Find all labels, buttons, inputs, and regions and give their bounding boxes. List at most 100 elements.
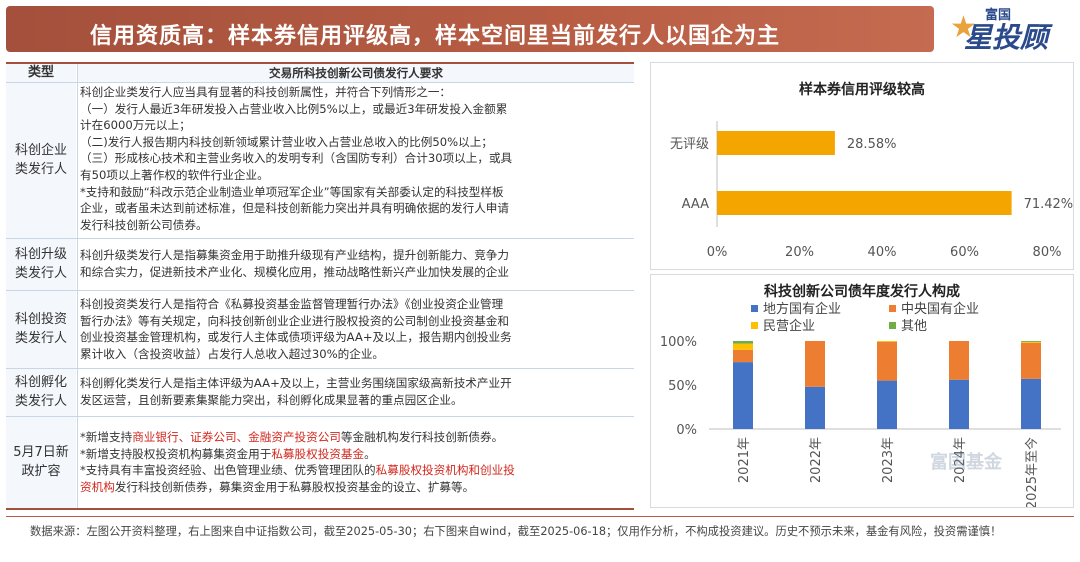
stack-segment — [1021, 378, 1041, 429]
x-tick-label: 2023年 — [881, 437, 896, 483]
requirement-line: 发区运营，且创新要素集聚能力突出，科创孵化成果显著的重点园区企业。 — [80, 392, 463, 407]
header-bar: 信用资质高：样本券信用评级高，样本空间里当前发行人以国企为主 — [6, 6, 934, 52]
row-requirement: 科创企业类发行人应当具有显著的科技创新属性，并符合下列情形之一： （一）发行人最… — [78, 83, 634, 238]
column-divider — [77, 64, 78, 82]
requirement-line: 科创孵化类发行人是指主体评级为AA+及以上，主营业务围绕国家级高新技术产业开 — [80, 376, 512, 390]
stack-segment — [733, 343, 753, 350]
table-row: 科创投资类发行人 科创投资类发行人是指符合《私募投资基金监督管理暂行办法》《创业… — [6, 291, 634, 369]
row-requirement: 科创升级类发行人是指募集资金用于助推升级现有产业结构，提升创新能力、竞争力 和综… — [78, 239, 634, 290]
y-tick-label: 0% — [676, 423, 697, 438]
row-requirement: 科创投资类发行人是指符合《私募投资基金监督管理暂行办法》《创业投资企业管理 暂行… — [78, 291, 634, 368]
legend-swatch — [751, 322, 758, 329]
policy-highlight: 资机构 — [80, 479, 115, 494]
stack-segment — [1021, 341, 1041, 343]
requirement-line: 科创升级类发行人是指募集资金用于助推升级现有产业结构，提升创新能力、竞争力 — [80, 248, 509, 262]
rating-bar-chart: 无评级 28.58% AAA 71.42% 0% 20% 40% 60% 80% — [670, 121, 1073, 260]
policy-highlight: 商业银行、证券公司、金融资产投资公司 — [132, 430, 341, 444]
requirement-line: 科创投资类发行人是指符合《私募投资基金监督管理暂行办法》《创业投资企业管理 — [80, 297, 504, 311]
requirement-line: 累计收入（含投资收益）占发行人总收入超过30%的企业。 — [80, 346, 385, 361]
brand-logo: ★ 富国 星投顾 — [950, 4, 1074, 54]
column-header-requirement: 交易所科技创新公司债发行人要求 — [78, 64, 634, 82]
composition-chart-title: 科技创新公司债年度发行人构成 — [764, 284, 960, 300]
y-tick-label: 100% — [660, 335, 697, 350]
x-tick-label: 60% — [950, 245, 979, 260]
requirement-line: 科创企业类发行人应当具有显著的科技创新属性，并符合下列情形之一： — [80, 85, 452, 99]
x-tick-label: 2021年 — [737, 437, 752, 483]
requirement-line: 发行科技创新公司债券。 — [80, 217, 208, 232]
stack-segment — [1021, 341, 1041, 342]
table-header-row: 类型 交易所科技创新公司债发行人要求 — [6, 64, 634, 83]
category-label: AAA — [682, 197, 710, 212]
stack-segment — [877, 341, 897, 342]
legend-label: 地方国有企业 — [763, 301, 841, 317]
y-tick-label: 50% — [668, 379, 697, 394]
policy-text: *新增支持 — [80, 430, 133, 444]
x-tick-label: 40% — [868, 245, 897, 260]
legend-swatch — [751, 305, 758, 312]
column-divider — [77, 83, 78, 238]
x-tick-label: 2025年至今 — [1024, 437, 1040, 507]
x-tick-label: 2024年 — [953, 437, 968, 483]
row-type: 科创孵化类发行人 — [6, 369, 76, 416]
footer-disclaimer: 数据来源：左图公开资料整理，右上图来自中证指数公司，截至2025-05-30；右… — [30, 525, 1002, 538]
column-header-type: 类型 — [6, 64, 76, 82]
policy-highlight: 私募股权投资基金 — [271, 446, 365, 461]
legend-swatch — [889, 322, 896, 329]
logo-big-text: 星投顾 — [964, 21, 1049, 54]
requirement-line: 创业投资基金管理机构，或发行人主体或债项评级为AA+及以上，报告期内创投业务 — [80, 330, 512, 345]
bar-unrated — [717, 131, 835, 155]
logo-small-text: 富国 — [985, 8, 1012, 23]
rating-chart-panel: 样本券信用评级较高 无评级 28.58% AAA 71.42% 0% 20% 40% 60% 8… — [650, 62, 1074, 270]
page-title: 信用资质高：样本券信用评级高，样本空间里当前发行人以国企为主 — [90, 24, 781, 49]
requirement-line: （二)发行人报告期内科技创新领域累计营业收入占营业总收入的比例50%以上； — [80, 134, 493, 149]
policy-text: *支持具有丰富投资经验、出色管理业绩、优秀管理团队的 — [80, 463, 376, 478]
policy-text: 。 — [364, 446, 376, 461]
row-requirement: 科创孵化类发行人是指主体评级为AA+及以上，主营业务围绕国家级高新技术产业开 发… — [78, 369, 634, 416]
stack-segment — [733, 349, 753, 363]
footer-divider — [6, 516, 1074, 517]
row-type: 科创企业类发行人 — [6, 83, 76, 238]
stack-segment — [949, 379, 969, 429]
policy-line: 资机构发行科技创新债券，募集资金用于私募股权投资基金的设立、扩募等。 — [80, 479, 632, 496]
x-tick-label: 80% — [1033, 245, 1062, 260]
column-divider — [77, 369, 78, 416]
table-row: 科创孵化类发行人 科创孵化类发行人是指主体评级为AA+及以上，主营业务围绕国家级… — [6, 369, 634, 417]
table-row: 科创企业类发行人 科创企业类发行人应当具有显著的科技创新属性，并符合下列情形之一… — [6, 83, 634, 239]
x-tick-label: 20% — [785, 245, 814, 260]
column-divider — [77, 417, 78, 508]
policy-line: *新增支持股权投资机构募集资金用于私募股权投资基金。 — [80, 446, 632, 463]
policy-text: 发行科技创新债券，募集资金用于私募股权投资基金的设立、扩募等。 — [114, 479, 475, 494]
column-divider — [77, 239, 78, 290]
policy-line: *新增支持商业银行、证券公司、金融资产投资公司等金融机构发行科技创新债券。 — [80, 429, 632, 446]
table-row-policy: 5月7日新政扩容 *新增支持商业银行、证券公司、金融资产投资公司等金融机构发行科… — [6, 417, 634, 510]
policy-line: *支持具有丰富投资经验、出色管理业绩、优秀管理团队的私募股权投资机构和创业投 — [80, 462, 632, 479]
stack-segment — [877, 380, 897, 429]
x-tick-label: 2022年 — [809, 437, 824, 483]
stack-segment — [805, 341, 825, 387]
issuer-requirements-table: 类型 交易所科技创新公司债发行人要求 科创企业类发行人 科创企业类发行人应当具有… — [6, 62, 634, 510]
legend-label: 中央国有企业 — [901, 301, 979, 317]
row-requirement: *新增支持商业银行、证券公司、金融资产投资公司等金融机构发行科技创新债券。 *新… — [78, 417, 634, 508]
requirement-line: 暂行办法》等有关规定，向科技创新创业企业进行股权投资的公司制创业投资基金和 — [80, 313, 509, 328]
requirement-line: （三）形成核心技术和主营业务收入的发明专利（含国防专利）合计30项以上，或具 — [80, 151, 513, 166]
x-tick-label: 0% — [707, 245, 728, 260]
stack-segment — [877, 341, 897, 381]
legend-swatch — [889, 305, 896, 312]
policy-highlight: 私募股权投资机构和创业投 — [375, 463, 515, 478]
data-label: 28.58% — [847, 137, 897, 152]
column-divider — [77, 291, 78, 368]
bar-aaa — [717, 191, 1012, 215]
legend-label: 民营企业 — [763, 318, 815, 334]
stack-segment — [949, 341, 969, 380]
star-icon: ★ — [950, 10, 977, 45]
row-type: 科创升级类发行人 — [6, 239, 76, 290]
requirement-line: 有50项以上著作权的软件行业企业。 — [80, 167, 269, 182]
row-type: 科创投资类发行人 — [6, 291, 76, 368]
legend-label: 其他 — [901, 319, 927, 334]
requirement-line: 计在6000万元以上； — [80, 118, 191, 133]
row-type: 5月7日新政扩容 — [6, 417, 76, 508]
requirement-line: 企业，或者虽未达到前述标准，但是科技创新能力突出并具有明确依据的发行人申请 — [80, 201, 509, 216]
watermark: 富国基金 — [930, 452, 1002, 473]
stack-segment — [733, 341, 753, 344]
